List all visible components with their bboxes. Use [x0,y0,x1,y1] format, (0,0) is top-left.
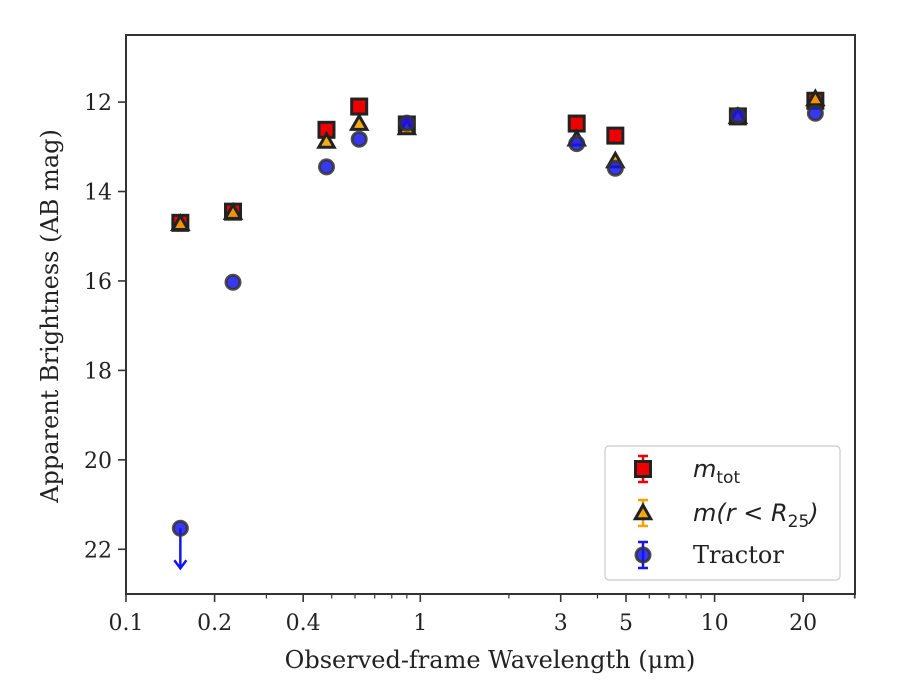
y-tick-label: 16 [84,270,112,295]
x-tick-label: 20 [789,611,817,636]
data-point [316,130,337,149]
y-axis-title: Apparent Brightness (AB mag) [36,129,64,504]
data-point [568,135,586,153]
data-point [606,159,624,177]
y-tick-label: 20 [84,449,112,474]
data-point [805,88,826,107]
upper-limit-arrow-head [173,559,188,571]
data-point [350,130,368,148]
y-tick-label: 18 [84,359,112,384]
x-tick-label: 0.2 [197,611,232,636]
x-tick-label: 1 [413,611,427,636]
data-point [224,273,242,291]
legend-marker [634,546,652,564]
legend-frame [604,445,841,581]
legend-label: Tractor [693,541,784,569]
data-point [348,112,370,131]
legend-label: mtot [693,455,740,488]
data-point [317,158,335,176]
x-tick-label: 0.4 [286,611,321,636]
legend: mtot m(r < R25) Tractor [604,445,841,581]
axis-ticks: 0.1 0.2 0.4 1 3 5 10 20 12 14 16 18 20 22 [84,91,856,636]
data-point [170,212,191,231]
x-tick-label: 10 [701,611,729,636]
y-tick-label: 22 [84,538,112,563]
series-2 [171,104,824,571]
x-tick-label: 5 [619,611,633,636]
x-tick-label: 3 [554,611,568,636]
data-point [350,97,369,116]
y-tick-label: 12 [84,91,112,116]
legend-label: m(r < R25) [693,499,819,532]
x-axis-title: Observed-frame Wavelength (μm) [285,646,696,674]
data-point [398,114,416,132]
data-points [170,88,826,571]
legend-marker [634,460,652,478]
data-point [606,126,625,145]
data-point [171,519,189,537]
x-tick-label: 0.1 [109,611,144,636]
legend-marker [632,502,654,521]
data-point [729,106,747,124]
data-point [222,201,244,220]
y-tick-label: 14 [84,181,112,206]
data-point [806,104,824,122]
